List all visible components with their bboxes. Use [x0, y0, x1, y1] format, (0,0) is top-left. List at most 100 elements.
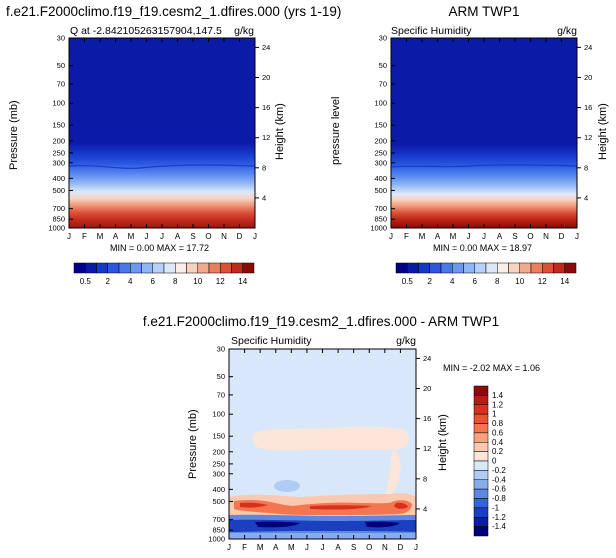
y2-tick-label: 16: [584, 103, 592, 112]
y-tick-label: 1000: [370, 224, 387, 233]
panel3-mid-band-core: [240, 502, 408, 510]
y-tick-label: 30: [379, 34, 387, 43]
panel2-y2-label: Height (km): [597, 103, 609, 160]
x-tick-label: J: [160, 232, 164, 241]
colorbar-label: -1.4: [492, 522, 506, 531]
y-tick-label: 300: [374, 158, 387, 167]
panel1-stats: MIN = 0.00 MAX = 17.72: [110, 243, 209, 253]
colorbar-swatch: [407, 262, 419, 274]
x-tick-label: O: [527, 232, 533, 241]
x-tick-label: M: [97, 232, 104, 241]
x-tick-label: J: [389, 232, 393, 241]
y2-tick-label: 12: [262, 133, 270, 142]
colorbar-swatch: [474, 262, 487, 274]
colorbar-swatch: [473, 488, 489, 499]
colorbar-swatch: [473, 442, 489, 452]
colorbar-swatch: [395, 262, 408, 274]
colorbar-label: 0.4: [492, 438, 504, 447]
panel3-stats: MIN = -2.02 MAX = 1.06: [443, 363, 540, 373]
panel-model: f.e21.F2000climo.f19_f19.cesm2_1.dfires.…: [6, 4, 341, 286]
y-tick-label: 50: [217, 372, 225, 381]
panel1-subtitle-right: g/kg: [234, 25, 254, 37]
panel2-y-label: pressure level: [330, 97, 342, 165]
y-tick-label: 30: [217, 345, 225, 354]
y-tick-label: 150: [374, 121, 387, 130]
y-tick-label: 850: [52, 215, 65, 224]
panel1-contour-edge: [68, 164, 256, 169]
x-tick-label: M: [288, 543, 295, 552]
colorbar-label: -0.2: [492, 466, 506, 475]
colorbar-swatch: [452, 262, 464, 274]
colorbar-swatch: [473, 385, 489, 396]
x-tick-label: N: [221, 232, 227, 241]
y-tick-label: 100: [374, 99, 387, 108]
colorbar-label: 1: [492, 410, 497, 419]
colorbar-label: 12: [538, 277, 547, 286]
x-tick-label: J: [414, 543, 418, 552]
colorbar-label: 2: [106, 277, 111, 286]
y2-tick-label: 12: [584, 133, 592, 142]
colorbar-swatch: [429, 262, 442, 274]
colorbar-swatch: [473, 451, 489, 462]
panel3-colorbar: 1.41.210.80.60.40.20-0.2-0.4-0.6-0.8-1-1…: [473, 385, 506, 537]
colorbar-swatch: [130, 262, 142, 274]
x-tick-label: S: [190, 232, 195, 241]
y-tick-label: 700: [374, 204, 387, 213]
x-tick-label: A: [175, 232, 181, 241]
x-tick-label: N: [382, 543, 388, 552]
colorbar-swatch: [163, 262, 176, 274]
x-tick-label: D: [559, 232, 565, 241]
x-tick-label: M: [419, 232, 426, 241]
y-tick-label: 500: [374, 186, 387, 195]
colorbar-swatch: [542, 262, 554, 274]
x-tick-label: M: [450, 232, 457, 241]
colorbar-swatch: [418, 262, 430, 274]
x-tick-label: D: [237, 232, 243, 241]
colorbar-label: 0.2: [492, 447, 504, 456]
panel3-subtitle-left: Specific Humidity: [231, 335, 312, 347]
x-tick-label: J: [305, 543, 309, 552]
y-tick-label: 50: [57, 61, 65, 70]
panel3-low-negative-deep: [255, 521, 400, 528]
colorbar-swatch: [463, 262, 475, 274]
colorbar-label: 8: [173, 277, 178, 286]
panel1-plot-fill: [69, 38, 255, 228]
y-tick-label: 250: [52, 148, 65, 157]
colorbar-label: 0.5: [402, 277, 414, 286]
colorbar-swatch: [473, 526, 489, 537]
panel1-y2-label: Height (km): [274, 103, 286, 160]
colorbar-swatch: [497, 262, 509, 274]
panel3-y2-label: Height (km): [437, 414, 449, 471]
colorbar-label: 1.2: [492, 400, 504, 409]
y2-tick-label: 4: [584, 193, 588, 202]
x-tick-label: S: [351, 543, 356, 552]
y2-tick-label: 16: [262, 103, 270, 112]
colorbar-swatch: [118, 262, 131, 274]
x-tick-label: M: [128, 232, 135, 241]
y2-tick-label: 24: [584, 43, 592, 52]
y2-tick-label: 12: [423, 444, 431, 453]
x-tick-label: A: [113, 232, 119, 241]
y2-tick-label: 24: [262, 43, 270, 52]
y2-tick-label: 16: [423, 414, 431, 423]
y-tick-label: 100: [212, 410, 225, 419]
colorbar-label: 4: [450, 277, 455, 286]
x-tick-label: A: [335, 543, 341, 552]
colorbar-label: 2: [428, 277, 433, 286]
panel3-y2-ticks: 24 20 16 12 8 4: [416, 354, 431, 513]
x-tick-label: O: [205, 232, 211, 241]
y-tick-label: 500: [212, 497, 225, 506]
colorbar-swatch: [508, 262, 520, 274]
colorbar-swatch: [197, 262, 210, 274]
colorbar-label: -1: [492, 503, 500, 512]
colorbar-swatch: [186, 262, 198, 274]
x-tick-label: A: [435, 232, 441, 241]
colorbar-swatch: [473, 432, 489, 443]
panel-difference: f.e21.F2000climo.f19_f19.cesm2_1.dfires.…: [143, 314, 540, 552]
x-tick-label: J: [145, 232, 149, 241]
colorbar-label: 14: [560, 277, 569, 286]
colorbar-label: 4: [128, 277, 133, 286]
